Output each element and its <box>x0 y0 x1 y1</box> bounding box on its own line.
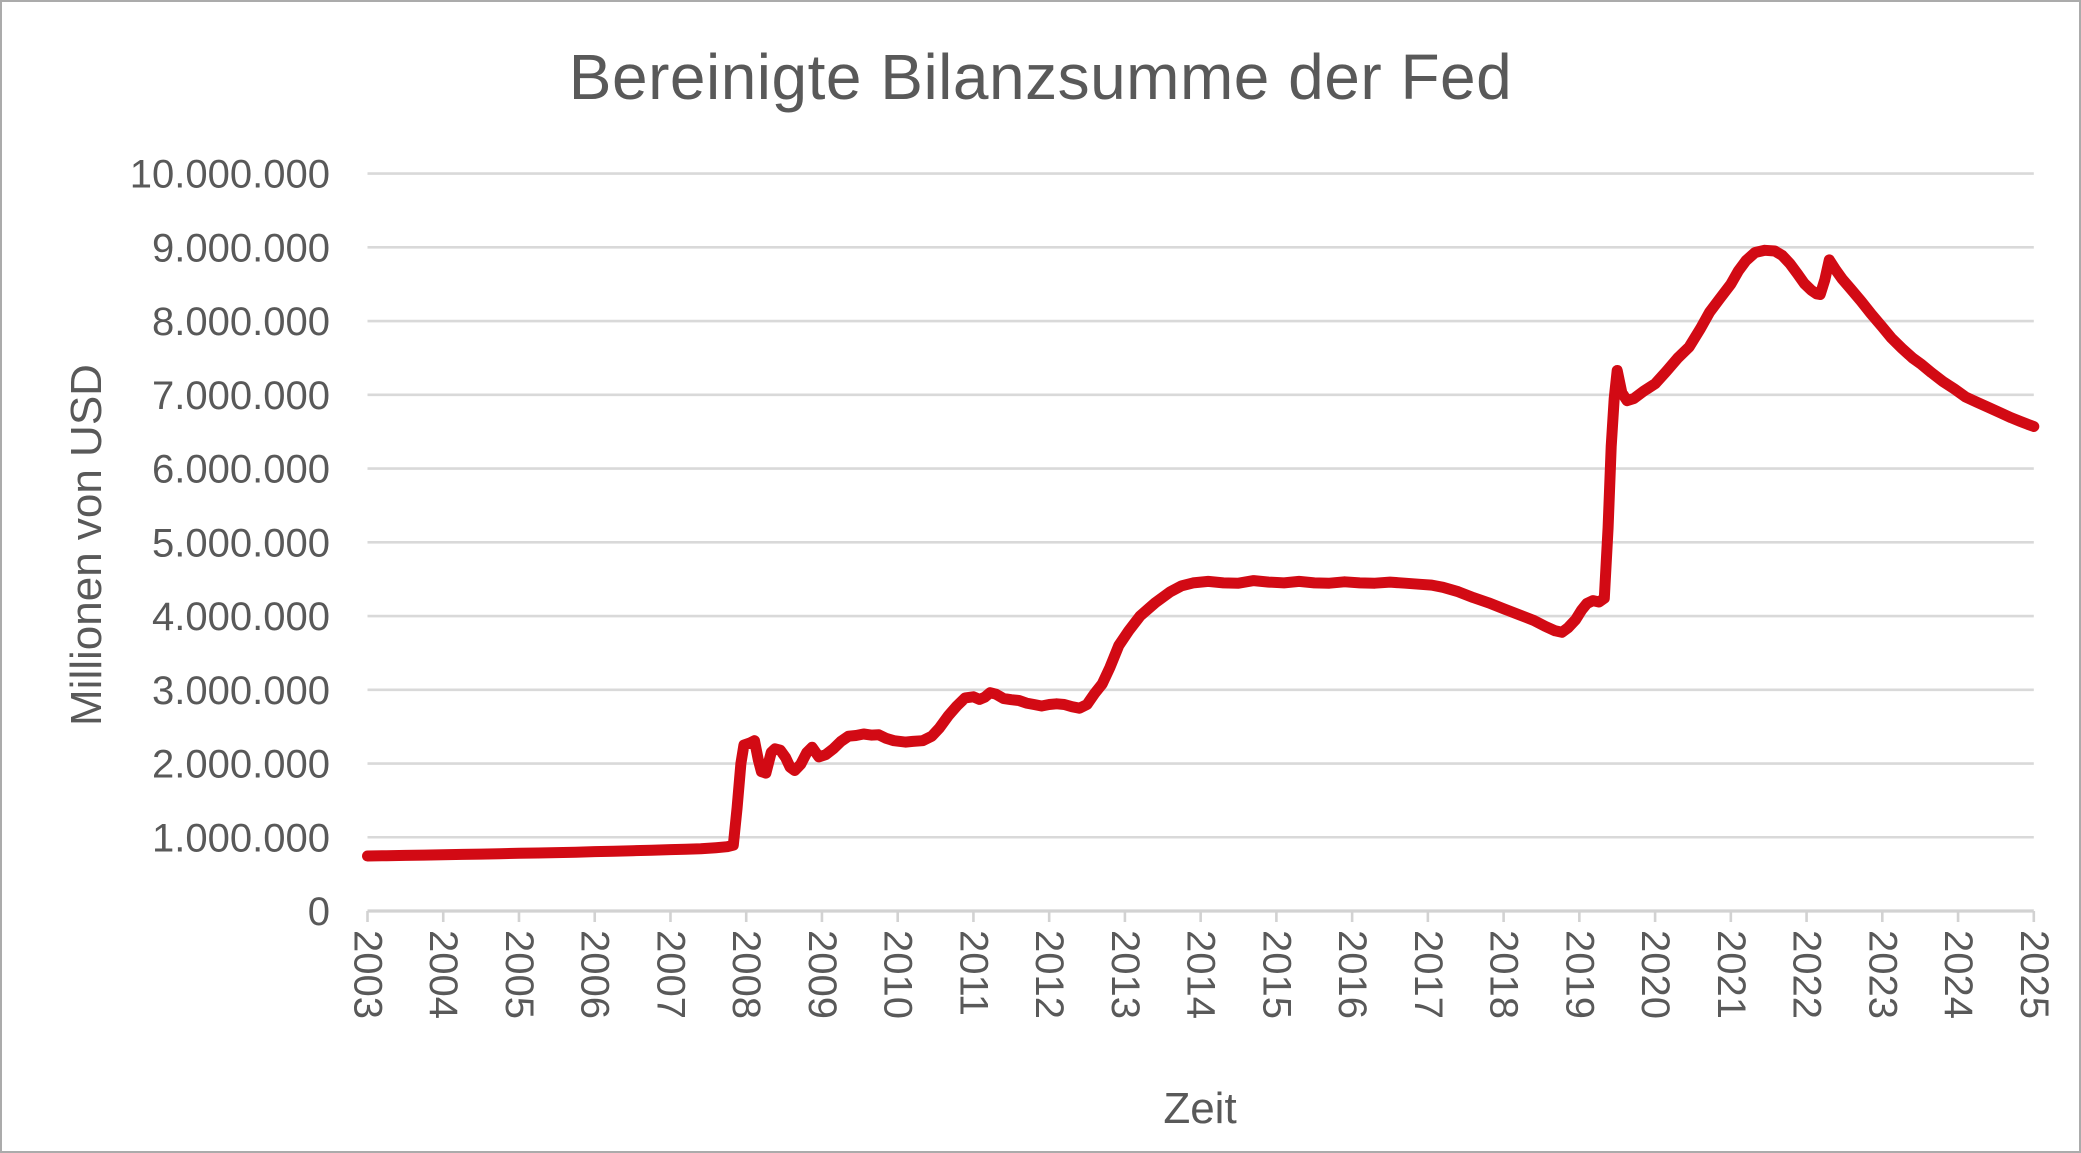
x-tick-label: 2015 <box>1254 930 1298 1019</box>
chart-title: Bereinigte Bilanzsumme der Fed <box>568 41 1513 113</box>
y-tick-label: 8.000.000 <box>152 300 330 344</box>
y-tick-label: 0 <box>308 890 330 934</box>
y-tick-label: 5.000.000 <box>152 521 330 565</box>
x-tick-label: 2003 <box>346 930 390 1019</box>
x-tick-label: 2010 <box>876 930 920 1019</box>
x-tick-label: 2004 <box>421 930 465 1019</box>
x-tick-label: 2009 <box>800 930 844 1019</box>
y-tick-label: 10.000.000 <box>130 153 330 197</box>
x-tick-label: 2022 <box>1785 930 1829 1019</box>
y-tick-label: 4.000.000 <box>152 595 330 639</box>
y-tick-label: 6.000.000 <box>152 448 330 492</box>
x-tick-label: 2011 <box>951 930 995 1016</box>
x-tick-label: 2006 <box>573 930 617 1019</box>
y-tick-label: 1.000.000 <box>152 816 330 860</box>
y-tick-label: 7.000.000 <box>152 374 330 418</box>
x-axis-title: Zeit <box>1163 1084 1237 1133</box>
x-tick-label: 2017 <box>1406 930 1450 1019</box>
x-tick-label: 2014 <box>1179 930 1223 1019</box>
x-tick-label: 2021 <box>1709 930 1753 1019</box>
x-tick-label: 2023 <box>1860 930 1904 1019</box>
x-tick-label: 2018 <box>1482 930 1526 1019</box>
x-tick-label: 2012 <box>1027 930 1071 1019</box>
x-tick-label: 2024 <box>1936 930 1980 1019</box>
y-tick-label: 2.000.000 <box>152 743 330 787</box>
y-tick-label: 9.000.000 <box>152 226 330 270</box>
x-tick-label: 2007 <box>648 930 692 1019</box>
fed-balance-line <box>362 244 2040 862</box>
x-tick-label: 2013 <box>1103 930 1147 1019</box>
x-tick-label: 2025 <box>2012 930 2056 1019</box>
x-tick-label: 2005 <box>497 930 541 1019</box>
y-tick-label: 3.000.000 <box>152 669 330 713</box>
x-tick-label: 2019 <box>1557 930 1601 1019</box>
x-tick-label: 2008 <box>724 930 768 1019</box>
x-tick-label: 2016 <box>1330 930 1374 1019</box>
x-tick-label: 2020 <box>1633 930 1677 1019</box>
